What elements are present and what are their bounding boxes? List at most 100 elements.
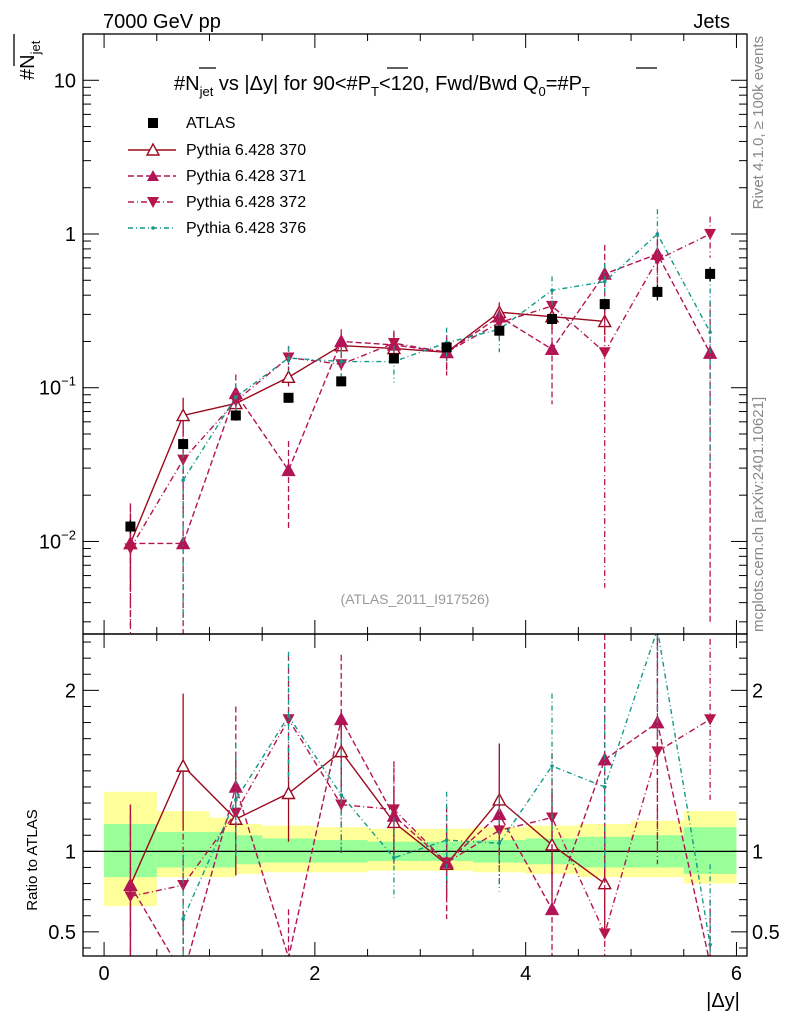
svg-text:#Njet vs |Δy| for 90<#PT<120,: #Njet vs |Δy| for 90<#PT<120, Fwd/Bwd Q0… xyxy=(174,73,590,99)
y-ratio-tick-label-right-0: 0.5 xyxy=(752,922,780,944)
x-tick-label-3: 6 xyxy=(731,963,742,985)
legend-label-372: Pythia 6.428 372 xyxy=(186,194,306,211)
x-axis-label: |Δy| xyxy=(706,990,740,1012)
atlas-point-11 xyxy=(705,268,716,279)
ratio-point-3-11 xyxy=(708,942,712,947)
main-point-2-8 xyxy=(546,300,559,313)
legend-label-370: Pythia 6.428 370 xyxy=(186,142,306,159)
ratio-point-2-0 xyxy=(124,891,137,903)
y-main-tick-label-2: 1 xyxy=(65,224,76,246)
band-stat-3 xyxy=(235,835,263,865)
main-point-2-5 xyxy=(387,338,400,350)
x-tick-label-2: 4 xyxy=(520,963,531,985)
ratio-point-3-6 xyxy=(444,838,449,842)
y-main-tick-label-3: 10 xyxy=(54,70,76,92)
y-label-sub: jet xyxy=(28,40,43,55)
ratio-line-3-0 xyxy=(182,634,711,945)
ratio-point-1-8 xyxy=(544,901,560,916)
main-point-2-7 xyxy=(493,317,506,329)
ratio-point-1-4 xyxy=(334,711,349,726)
legend-label-371: Pythia 6.428 371 xyxy=(186,168,306,185)
legend-item-atlas: ATLAS xyxy=(148,115,236,132)
main-point-3-2 xyxy=(234,395,238,399)
ratio-point-3-4 xyxy=(339,793,344,797)
band-stat-4 xyxy=(262,838,315,863)
chart-title: #Njet vs |Δy| for 90<#PT<120, Fwd/Bwd Q0… xyxy=(174,67,657,99)
rivet-label: Rivet 4.1.0, ≥ 100k events xyxy=(750,36,767,209)
main-point-0-1 xyxy=(175,407,191,422)
legend: ATLAS Pythia 6.428 370 Pythia 6.428 371 … xyxy=(128,115,306,237)
main-data-atlas xyxy=(125,267,716,534)
main-y-axis-label: #Njet xyxy=(13,34,43,80)
main-panel-marks xyxy=(123,209,718,634)
atlas-point-0 xyxy=(125,521,136,532)
ratio-point-0-3 xyxy=(281,785,296,800)
header-right: Jets xyxy=(693,11,730,33)
main-point-3-11 xyxy=(708,330,712,334)
ratio-series-3 xyxy=(181,634,712,956)
ratio-series-2 xyxy=(124,638,717,956)
atlas-point-4 xyxy=(336,376,347,387)
ratio-point-3-2 xyxy=(234,798,238,802)
ratio-point-2-5 xyxy=(387,804,400,816)
legend-label-376: Pythia 6.428 376 xyxy=(186,220,306,237)
main-point-1-4 xyxy=(334,333,349,348)
main-point-2-9 xyxy=(598,347,611,359)
ratio-point-2-9 xyxy=(598,928,611,940)
main-point-3-1 xyxy=(181,478,185,483)
y-ratio-tick-label-left-1: 1 xyxy=(65,841,76,863)
x-tick-label-0: 0 xyxy=(99,963,110,985)
ratio-point-3-9 xyxy=(602,785,607,789)
main-point-3-4 xyxy=(339,359,344,364)
y-ratio-tick-label-left-0: 0.5 xyxy=(48,922,76,944)
ratio-frame xyxy=(82,633,748,957)
ratio-point-2-10 xyxy=(651,746,664,758)
main-point-2-10 xyxy=(651,254,664,266)
legend-item-371: Pythia 6.428 371 xyxy=(128,168,306,185)
atlas-point-7 xyxy=(494,325,505,336)
ratio-point-3-8 xyxy=(550,764,554,768)
ratio-point-2-2 xyxy=(229,807,242,819)
legend-label-atlas: ATLAS xyxy=(186,115,236,132)
y-main-tick-label-1: 10−1 xyxy=(39,374,76,400)
atlas-point-5 xyxy=(388,353,399,364)
ratio-series-1 xyxy=(123,634,711,956)
ratio-point-3-7 xyxy=(497,841,502,846)
atlas-point-1 xyxy=(178,439,189,450)
analysis-tag: (ATLAS_2011_I917526) xyxy=(341,591,490,607)
ratio-line-1-0 xyxy=(129,717,710,956)
ratio-point-2-11 xyxy=(704,714,717,726)
svg-text:#Njet: #Njet xyxy=(17,40,43,80)
axes: 0 2 4 6 10−2 10−1 1 10 0.5 0.5 1 1 2 2 xyxy=(39,33,780,985)
y-main-tick-label-0: 10−2 xyxy=(39,527,76,553)
main-series-2 xyxy=(124,216,717,634)
main-point-1-3 xyxy=(281,462,296,477)
ratio-point-0-9 xyxy=(597,876,612,890)
main-point-3-9 xyxy=(602,279,607,284)
header-left: 7000 GeV pp xyxy=(103,11,221,33)
main-series-0 xyxy=(123,304,612,592)
atlas-point-9 xyxy=(599,299,610,310)
main-point-3-10 xyxy=(655,232,660,236)
legend-item-370: Pythia 6.428 370 xyxy=(128,142,306,159)
ratio-point-2-6 xyxy=(440,857,453,869)
main-point-2-2 xyxy=(229,395,242,407)
y-label-base: #N xyxy=(17,54,39,80)
main-line-0-0 xyxy=(129,311,605,544)
main-point-0-3 xyxy=(281,369,296,384)
main-point-1-8 xyxy=(544,341,560,356)
main-point-3-3 xyxy=(286,356,291,360)
ratio-point-3-3 xyxy=(286,714,291,718)
ratio-line-0-0 xyxy=(129,750,606,886)
main-point-1-1 xyxy=(175,536,191,550)
atlas-point-6 xyxy=(441,342,452,353)
legend-item-376: Pythia 6.428 376 xyxy=(128,220,306,237)
ratio-point-2-4 xyxy=(335,799,348,811)
ratio-point-2-7 xyxy=(493,825,506,837)
main-point-3-8 xyxy=(550,288,554,293)
y-ratio-tick-label-left-2: 2 xyxy=(65,680,76,702)
ratio-y-axis-label: Ratio to ATLAS xyxy=(24,809,41,910)
atlas-point-3 xyxy=(283,392,294,403)
main-point-2-11 xyxy=(704,228,717,240)
